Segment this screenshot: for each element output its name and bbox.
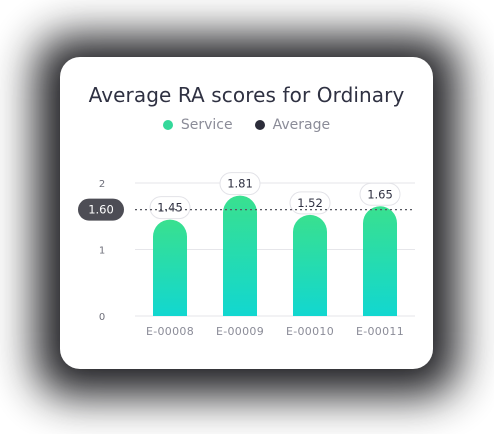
value-label-1: 1.81 [227, 177, 253, 191]
y-tick-label-1: 1 [99, 246, 105, 257]
legend-item-service[interactable]: Service [162, 117, 233, 133]
legend-service-dot-icon [162, 120, 173, 130]
average-badge [78, 198, 124, 221]
value-label-2: 1.52 [297, 196, 323, 210]
legend-service-label: Service [180, 117, 233, 133]
bar-E-00010 [293, 214, 327, 316]
bar-chart: 0 1 2 1.45 E-00008 1.81 E-00009 1.52 E-00010 1.65… [78, 172, 415, 338]
value-label-0: 1.45 [157, 201, 183, 215]
legend: Service Average [60, 117, 433, 133]
average-badge-label: 1.60 [88, 203, 114, 217]
legend-item-average[interactable]: Average [254, 117, 331, 133]
y-tick-label-2: 2 [99, 179, 105, 190]
value-label-bg-1 [219, 172, 261, 196]
bar-E-00009 [223, 195, 257, 316]
x-tick-label-1: E-00009 [216, 325, 264, 338]
legend-average-label: Average [272, 117, 331, 133]
legend-average-dot-icon [254, 120, 265, 130]
x-tick-label-3: E-00011 [356, 325, 404, 338]
y-tick-label-0: 0 [99, 312, 105, 323]
chart-card: Average RA scores for Ordinary Service A… [60, 57, 433, 369]
bar-E-00011 [363, 206, 397, 316]
value-label-bg-0 [149, 196, 191, 220]
bar-E-00008 [153, 219, 187, 316]
value-label-bg-3 [359, 182, 401, 206]
x-tick-label-2: E-00010 [286, 325, 334, 338]
value-label-3: 1.65 [367, 187, 393, 201]
x-tick-label-0: E-00008 [146, 325, 194, 338]
chart-title: Average RA scores for Ordinary [88, 83, 405, 107]
value-label-bg-2 [289, 191, 331, 215]
